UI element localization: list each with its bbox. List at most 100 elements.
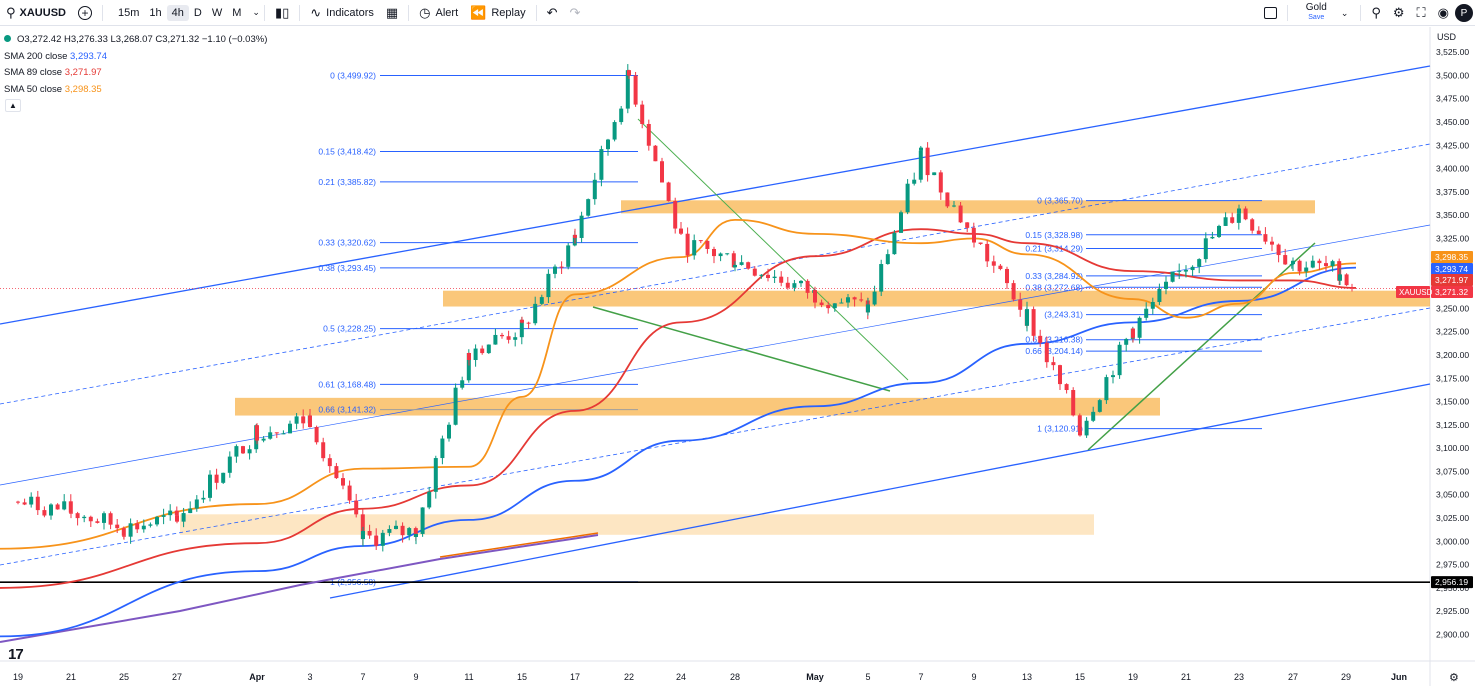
expand-icon: ⛶ — [1416, 5, 1426, 20]
symbol-name[interactable]: XAUUSD — [19, 6, 66, 19]
candle-body — [919, 147, 923, 151]
candles-icon: ▮▯ — [274, 4, 290, 20]
interval-m[interactable]: M — [232, 6, 242, 19]
candle-body — [513, 337, 518, 340]
chevron-down-icon[interactable]: ⌄ — [1340, 7, 1349, 18]
collapse-legend-button[interactable]: ▲ — [5, 99, 21, 112]
price-axis-tag-label: 3,293.74 — [1435, 264, 1468, 274]
candle-body — [918, 150, 923, 180]
candle-body — [1270, 241, 1274, 245]
candle-body — [301, 416, 306, 424]
y-tick-label: 3,425.00 — [1436, 140, 1469, 150]
candle-body — [1077, 415, 1082, 432]
y-tick-label: 3,400.00 — [1436, 164, 1469, 174]
candle-body — [467, 353, 471, 361]
candle-body — [1250, 219, 1255, 231]
interval-w[interactable]: W — [211, 6, 223, 19]
candle-body — [1064, 384, 1069, 391]
candle-body — [22, 502, 27, 505]
x-tick-label: May — [806, 672, 824, 682]
redo-button[interactable]: ↷ — [563, 0, 586, 26]
y-tick-label: 2,900.00 — [1436, 630, 1469, 640]
interval-15m[interactable]: 15m — [117, 6, 140, 19]
sma200-name: SMA 200 close — [4, 50, 68, 62]
top-toolbar: ⚲ XAUUSD + 15m 1h 4h D W M ⌄ ▮▯ ∿ Indicators … — [0, 0, 1475, 26]
sma89-row[interactable]: SMA 89 close 3,271.97 — [4, 65, 267, 82]
settings-button[interactable]: ⚙ — [1387, 0, 1411, 26]
trend-line — [1087, 242, 1316, 451]
chart-type-button[interactable]: ▮▯ — [269, 0, 295, 26]
candle-body — [141, 525, 146, 530]
candle-body — [1025, 309, 1029, 326]
candle-body — [685, 233, 690, 256]
chevron-down-icon[interactable]: ⌄ — [252, 7, 260, 17]
replay-button[interactable]: ⏪ Replay — [464, 0, 531, 26]
candle-body — [95, 521, 100, 523]
x-tick-label: 9 — [413, 672, 418, 682]
candle-body — [779, 276, 784, 283]
candle-body — [427, 491, 432, 508]
square-icon — [1263, 7, 1277, 19]
alert-button[interactable]: ◷ Alert — [413, 0, 464, 26]
snapshot-button[interactable]: ◉ — [1432, 0, 1455, 26]
y-tick-label: 3,450.00 — [1436, 117, 1469, 127]
divider — [535, 4, 537, 21]
avatar[interactable]: P — [1455, 4, 1473, 22]
sma200-row[interactable]: SMA 200 close 3,293.74 — [4, 49, 267, 66]
candle-body — [859, 299, 864, 301]
price-axis-tag — [1431, 251, 1473, 263]
interval-d[interactable]: D — [193, 6, 202, 19]
x-tick-label: 17 — [570, 672, 580, 682]
layout-menu[interactable]: Gold Save — [1292, 0, 1341, 26]
candle-body — [892, 232, 897, 255]
interval-1h[interactable]: 1h — [149, 6, 162, 19]
sma50-row[interactable]: SMA 50 close 3,298.35 — [4, 82, 267, 99]
y-tick-label: 2,975.00 — [1436, 560, 1469, 570]
candle-body — [746, 262, 751, 269]
key-level-tag-label: 2,956.19 — [1435, 577, 1468, 587]
candle-body — [294, 416, 299, 424]
candle-body — [733, 264, 737, 268]
sma-line-50 — [0, 218, 1357, 550]
price-axis-tag — [1431, 286, 1473, 298]
candle-body — [1217, 225, 1221, 237]
candle-body — [466, 353, 471, 381]
templates-button[interactable]: ▦ — [380, 0, 404, 26]
price-chart[interactable]: USD2,900.002,925.002,950.002,975.003,000… — [0, 27, 1475, 686]
compare-button[interactable]: + — [72, 0, 98, 26]
divider — [101, 4, 103, 21]
candle-body — [619, 108, 624, 123]
quick-search-button[interactable]: ⚲ — [1365, 0, 1387, 26]
symbol-search[interactable]: ⚲ XAUUSD — [0, 0, 72, 26]
undo-button[interactable]: ↶ — [541, 0, 564, 26]
candle-body — [660, 161, 664, 183]
candle-body — [102, 513, 106, 523]
candle-body — [712, 248, 716, 257]
channel-mid-dashed-line — [0, 143, 1431, 405]
legacy-ma-line — [439, 532, 599, 558]
candle-body — [938, 172, 943, 193]
currency-label: USD — [1437, 32, 1457, 42]
candle-body — [241, 446, 245, 454]
indicators-button[interactable]: ∿ Indicators — [304, 0, 380, 26]
fib-level-label: 0.5 (3,228.25) — [323, 324, 376, 334]
candle-body — [785, 282, 790, 288]
channel-bottom-line — [329, 383, 1431, 599]
candle-body — [1084, 420, 1089, 436]
support-resistance-zone — [235, 397, 1160, 416]
y-tick-label: 3,000.00 — [1436, 536, 1469, 546]
candle-body — [181, 513, 186, 522]
fullscreen-layout-button[interactable] — [1258, 0, 1283, 26]
interval-4h[interactable]: 4h — [166, 4, 189, 21]
fib-level-label: 0.15 (3,328.98) — [1025, 230, 1083, 240]
candle-body — [122, 535, 126, 537]
candle-body — [533, 303, 538, 324]
candle-body — [698, 240, 703, 242]
candle-body — [407, 528, 412, 536]
candle-body — [832, 303, 837, 309]
candle-body — [852, 297, 857, 300]
candle-body — [161, 515, 166, 517]
candle-body — [155, 516, 159, 525]
fib-level-label: 0.15 (3,418.42) — [318, 146, 376, 156]
fullscreen-button[interactable]: ⛶ — [1411, 0, 1432, 26]
